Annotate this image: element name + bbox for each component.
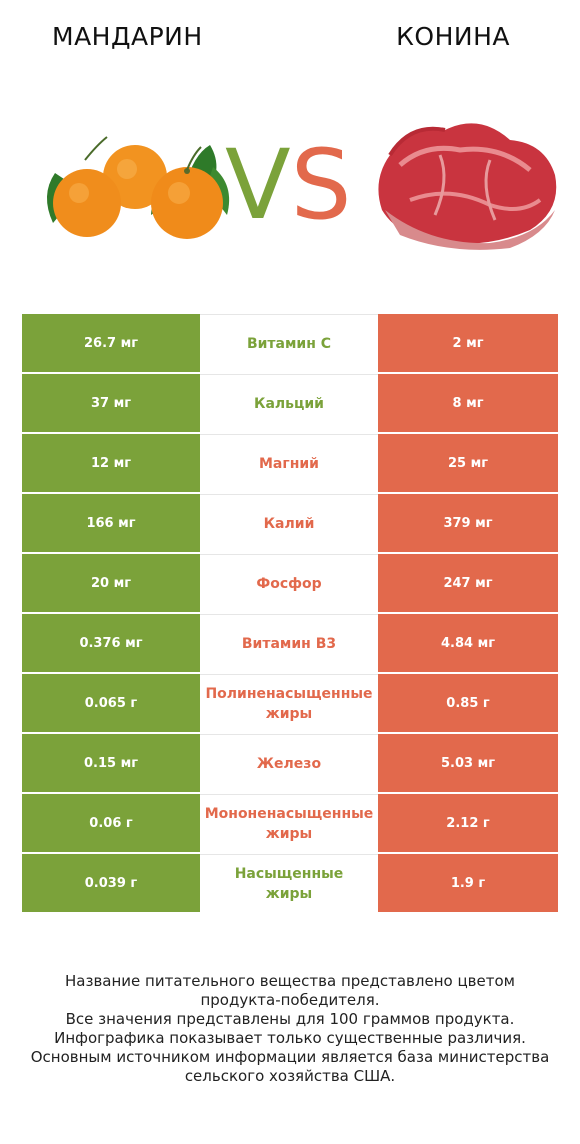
mandarin-value: 166 мг xyxy=(22,494,200,552)
nutrient-name-line: жиры xyxy=(265,885,313,902)
table-row: 166 мг Калий 379 мг xyxy=(22,494,558,554)
mandarin-value: 0.15 мг xyxy=(22,734,200,792)
nutrient-name-line: Калий xyxy=(263,515,315,532)
table-row: 12 мг Магний 25 мг xyxy=(22,434,558,494)
nutrient-name-line: Железо xyxy=(256,755,322,772)
horse-meat-image xyxy=(370,115,565,255)
horse-meat-value: 2.12 г xyxy=(378,794,558,852)
horse-meat-value: 247 мг xyxy=(378,554,558,612)
table-row: 0.15 мг Железо 5.03 мг xyxy=(22,734,558,794)
table-row: 0.065 г Полиненасыщенные жиры 0.85 г xyxy=(22,674,558,734)
vs-s: S xyxy=(290,129,352,241)
nutrient-name: Насыщенные жиры xyxy=(200,854,378,912)
nutrient-name-line: Магний xyxy=(259,455,319,472)
nutrient-name: Железо xyxy=(200,734,378,792)
nutrient-name-line: Фосфор xyxy=(256,575,322,592)
footer-line: Название питательного вещества представл… xyxy=(65,972,515,990)
horse-meat-value: 1.9 г xyxy=(378,854,558,912)
nutrient-name: Полиненасыщенные жиры xyxy=(200,674,378,732)
horse-meat-value: 25 мг xyxy=(378,434,558,492)
footer-line: сельского хозяйства США. xyxy=(184,1067,396,1085)
right-title: КОНИНА xyxy=(396,22,510,51)
nutrient-name: Витамин C xyxy=(200,314,378,372)
horse-meat-value: 2 мг xyxy=(378,314,558,372)
vs-v: V xyxy=(225,129,291,241)
footer-note: Название питательного вещества представл… xyxy=(20,972,560,1086)
nutrient-name: Витамин B3 xyxy=(200,614,378,672)
nutrient-name-line: Полиненасыщенные xyxy=(205,685,373,702)
mandarin-value: 0.376 мг xyxy=(22,614,200,672)
mandarin-value: 26.7 мг xyxy=(22,314,200,372)
nutrient-name-line: Витамин C xyxy=(246,335,332,352)
mandarin-image xyxy=(35,115,245,255)
horse-meat-value: 4.84 мг xyxy=(378,614,558,672)
nutrient-name-line: жиры xyxy=(265,825,313,842)
footer-line: Инфографика показывает только существенн… xyxy=(54,1029,526,1047)
nutrient-name-line: Витамин B3 xyxy=(241,635,337,652)
horse-meat-value: 5.03 мг xyxy=(378,734,558,792)
nutrient-name-line: Мононенасыщенные xyxy=(204,805,374,822)
table-row: 0.376 мг Витамин B3 4.84 мг xyxy=(22,614,558,674)
mandarin-value: 0.06 г xyxy=(22,794,200,852)
table-row: 37 мг Кальций 8 мг xyxy=(22,374,558,434)
nutrient-name: Мононенасыщенные жиры xyxy=(200,794,378,852)
footer-line: Все значения представлены для 100 граммо… xyxy=(65,1010,515,1028)
left-title: МАНДАРИН xyxy=(52,22,203,51)
mandarin-value: 37 мг xyxy=(22,374,200,432)
horse-meat-value: 8 мг xyxy=(378,374,558,432)
mandarin-value: 20 мг xyxy=(22,554,200,612)
table-row: 0.039 г Насыщенные жиры 1.9 г xyxy=(22,854,558,914)
nutrient-name: Калий xyxy=(200,494,378,552)
mandarin-value: 0.065 г xyxy=(22,674,200,732)
nutrient-name-line: Кальций xyxy=(254,395,324,412)
nutrient-name: Кальций xyxy=(200,374,378,432)
horse-meat-value: 379 мг xyxy=(378,494,558,552)
table-row: 20 мг Фосфор 247 мг xyxy=(22,554,558,614)
nutrient-name-line: Насыщенные xyxy=(234,865,344,882)
nutrient-name: Магний xyxy=(200,434,378,492)
nutrient-name-line: жиры xyxy=(265,705,313,722)
table-row: 0.06 г Мононенасыщенные жиры 2.12 г xyxy=(22,794,558,854)
table-row: 26.7 мг Витамин C 2 мг xyxy=(22,314,558,374)
vs-label: VS xyxy=(225,135,352,235)
footer-line: продукта-победителя. xyxy=(200,991,380,1009)
horse-meat-value: 0.85 г xyxy=(378,674,558,732)
mandarin-value: 12 мг xyxy=(22,434,200,492)
mandarin-value: 0.039 г xyxy=(22,854,200,912)
footer-line: Основным источником информации является … xyxy=(30,1048,550,1066)
nutrient-name: Фосфор xyxy=(200,554,378,612)
